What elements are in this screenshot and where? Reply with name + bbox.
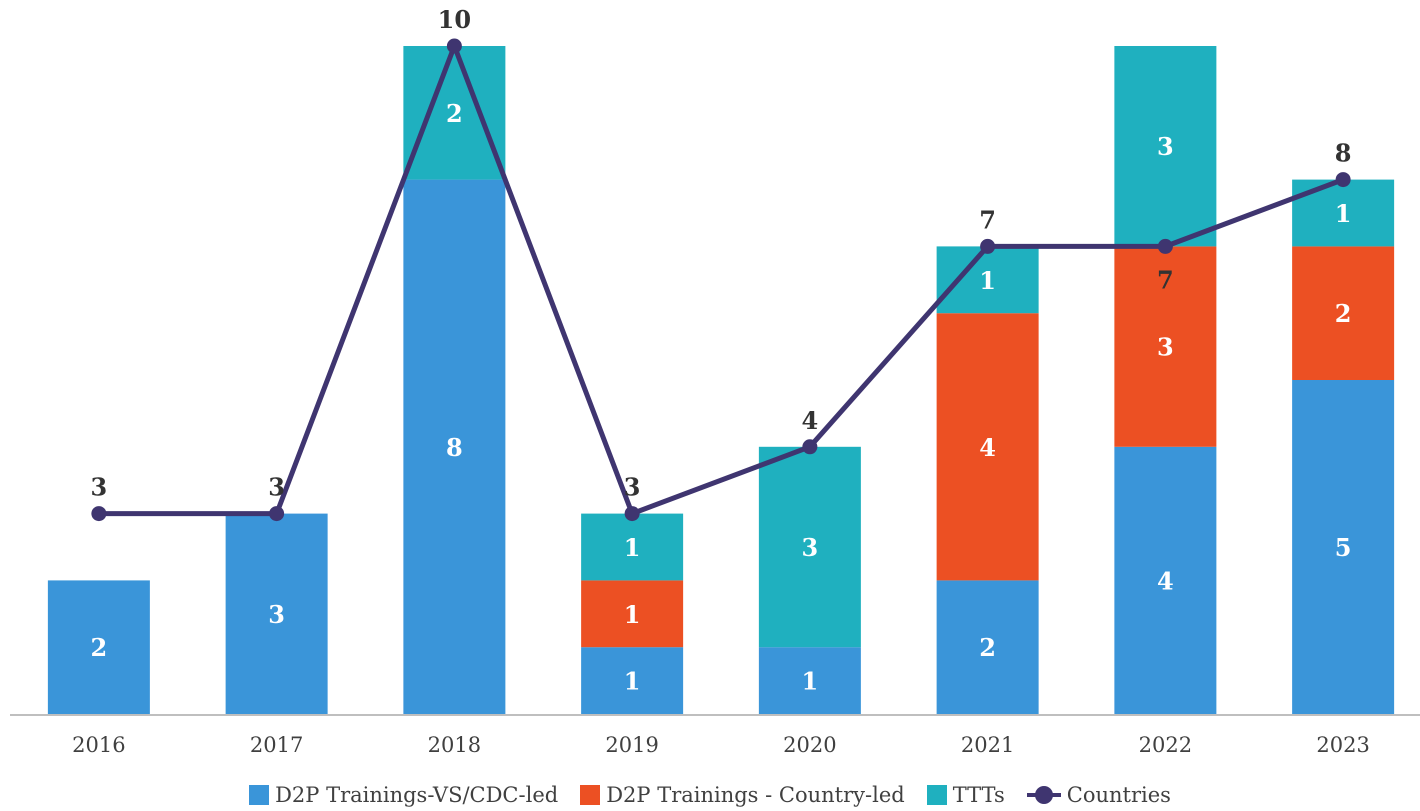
bar-2023-series-0 bbox=[1292, 380, 1395, 714]
x-tick-label-2016: 2016 bbox=[72, 733, 125, 757]
bar-2022-series-0 bbox=[1114, 446, 1217, 714]
bar-2022-series-1 bbox=[1114, 246, 1217, 447]
bar-value-label-2022-series-1: 3 bbox=[1157, 333, 1174, 362]
countries-value-label-2021: 7 bbox=[979, 205, 996, 234]
bar-value-label-2020-series-0: 1 bbox=[802, 667, 819, 696]
bar-value-label-2021-series-2: 1 bbox=[979, 266, 996, 295]
countries-value-label-2023: 8 bbox=[1335, 139, 1352, 168]
legend-item-ttts: TTTs bbox=[926, 782, 1005, 807]
bar-2018-series-2 bbox=[403, 46, 506, 180]
countries-point-2020 bbox=[802, 439, 818, 455]
bar-value-label-2019-series-2: 1 bbox=[624, 533, 641, 562]
bar-value-label-2017-series-0: 3 bbox=[268, 600, 285, 629]
countries-value-label-2022: 7 bbox=[1157, 265, 1174, 294]
countries-point-2022 bbox=[1157, 238, 1173, 254]
countries-value-label-2020: 4 bbox=[802, 406, 819, 435]
legend-label-countries: Countries bbox=[1066, 782, 1171, 807]
bar-2021-series-0 bbox=[936, 580, 1039, 714]
countries-line bbox=[98, 43, 1345, 517]
countries-point-2016 bbox=[91, 506, 107, 522]
legend-label-country-led: D2P Trainings - Country-led bbox=[606, 782, 905, 807]
bar-value-label-2023-series-1: 2 bbox=[1335, 299, 1352, 328]
bar-value-label-2019-series-1: 1 bbox=[624, 600, 641, 629]
legend-label-vs-cdc-led: D2P Trainings-VS/CDC-led bbox=[275, 782, 559, 807]
bar-value-label-2016-series-0: 2 bbox=[91, 633, 108, 662]
legend-item-vs-cdc-led: D2P Trainings-VS/CDC-led bbox=[249, 783, 558, 807]
legend-swatch-country-led bbox=[580, 784, 601, 805]
countries-value-label-2018: 10 bbox=[438, 5, 471, 34]
bar-value-label-2022-series-2: 3 bbox=[1157, 132, 1174, 161]
bar-2021-series-2 bbox=[936, 246, 1039, 314]
legend: D2P Trainings-VS/CDC-led D2P Trainings -… bbox=[0, 778, 1420, 811]
countries-point-2021 bbox=[980, 238, 996, 254]
countries-value-label-2017: 3 bbox=[268, 473, 285, 502]
countries-value-label-2016: 3 bbox=[91, 473, 108, 502]
legend-label-ttts: TTTs bbox=[952, 782, 1005, 807]
countries-value-label-2019: 3 bbox=[624, 473, 641, 502]
x-tick-label-2023: 2023 bbox=[1316, 733, 1369, 757]
countries-point-2019 bbox=[624, 506, 640, 522]
bar-2018-series-0 bbox=[403, 179, 506, 715]
bar-2020-series-2 bbox=[758, 446, 861, 648]
legend-item-countries: Countries bbox=[1026, 782, 1171, 807]
bar-2022-series-2 bbox=[1114, 46, 1217, 247]
bar-2020-series-0 bbox=[758, 647, 861, 714]
bar-value-label-2019-series-0: 1 bbox=[624, 667, 641, 696]
bar-value-label-2020-series-2: 3 bbox=[802, 533, 819, 562]
legend-swatch-vs-cdc-led bbox=[249, 784, 270, 805]
bar-2019-series-1 bbox=[581, 580, 684, 648]
bar-2017-series-0 bbox=[225, 513, 328, 714]
bar-2019-series-0 bbox=[581, 647, 684, 714]
bar-2019-series-2 bbox=[581, 513, 684, 581]
bar-2016-series-0 bbox=[47, 580, 150, 714]
legend-swatch-ttts bbox=[926, 784, 947, 805]
bar-value-label-2023-series-0: 5 bbox=[1335, 533, 1352, 562]
bar-2021-series-1 bbox=[936, 313, 1039, 581]
legend-item-country-led: D2P Trainings - Country-led bbox=[580, 783, 905, 807]
x-tick-label-2021: 2021 bbox=[961, 733, 1014, 757]
bar-value-label-2021-series-0: 2 bbox=[979, 633, 996, 662]
bar-value-label-2018-series-0: 8 bbox=[446, 433, 463, 462]
bar-value-label-2022-series-0: 4 bbox=[1157, 566, 1174, 595]
x-tick-label-2020: 2020 bbox=[783, 733, 836, 757]
x-tick-label-2018: 2018 bbox=[428, 733, 481, 757]
x-tick-label-2019: 2019 bbox=[605, 733, 658, 757]
bar-value-label-2023-series-2: 1 bbox=[1335, 199, 1352, 228]
legend-marker-countries bbox=[1026, 785, 1061, 805]
bar-2023-series-1 bbox=[1292, 246, 1395, 380]
countries-point-2023 bbox=[1335, 172, 1351, 188]
countries-point-2018 bbox=[446, 38, 462, 54]
bar-value-label-2021-series-1: 4 bbox=[979, 433, 996, 462]
bar-value-label-2018-series-2: 2 bbox=[446, 99, 463, 128]
countries-point-2017 bbox=[269, 506, 285, 522]
x-tick-label-2017: 2017 bbox=[250, 733, 303, 757]
chart-svg: 2 3 8 2 1 1 1 1 3 2 4 1 4 3 3 5 2 1 2016 2017 2018 2019 2020 20… bbox=[10, 5, 1420, 757]
x-tick-label-2022: 2022 bbox=[1139, 733, 1192, 757]
